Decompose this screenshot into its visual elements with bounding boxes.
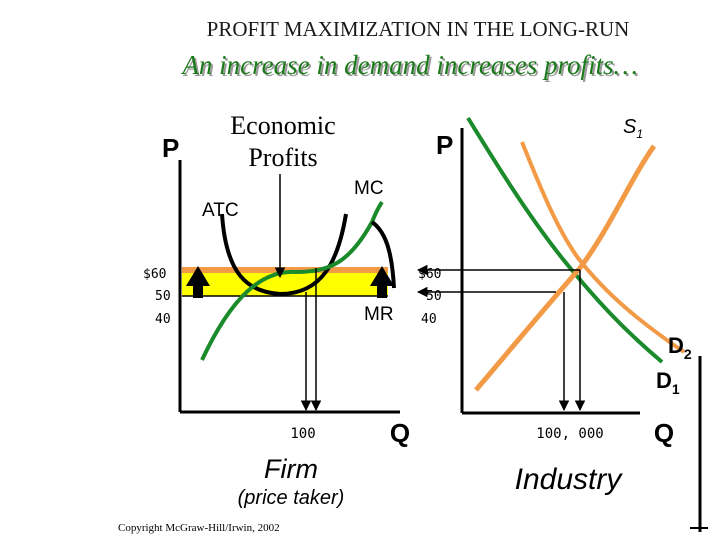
atc-label: ATC [202,200,239,221]
economic-profits-label: Economic [230,111,335,140]
firm-profit-arrow-left-shaft [193,284,203,298]
firm-x-axis-label: Q [390,418,410,448]
copyright: Copyright McGraw-Hill/Irwin, 2002 [118,522,280,534]
industry-price-label-50: 50 [426,289,442,304]
industry-price-label-40: 40 [421,312,437,327]
supply-label: S1 [623,116,643,141]
mr-label: MR [364,304,394,325]
firm-y-axis-label: P [162,133,179,163]
industry-qty-label: 100, 000 [536,426,603,442]
industry-caption: Industry [515,463,624,496]
slide-title: PROFIT MAXIMIZATION IN THE LONG-RUN [207,17,630,41]
firm-qty-label: 100 [290,426,315,442]
mc-label: MC [354,178,384,199]
economic-profits-text: Economic [230,111,335,140]
demand-d2-label: D2 [668,333,692,362]
economic-profits-label-2: Profits [248,143,317,172]
demand-d2-curve [522,142,684,352]
industry-y-axis-label: P [436,130,453,160]
firm-price-label-60: $60 [143,267,166,282]
industry-x-axis-label: Q [654,418,674,448]
firm-profit-arrow-right-shaft [377,284,387,298]
firm-subcaption: (price taker) [238,487,345,509]
firm-price-label-50: 50 [155,289,171,304]
supply-s1-curve [476,146,654,390]
firm-price-label-40: 40 [155,312,171,327]
demand-d1-label: D1 [656,368,680,397]
industry-price-label-60: $60 [418,267,441,282]
slide-subtitle: An increase in demand increases profits… [180,50,637,80]
firm-caption: Firm [264,454,318,484]
